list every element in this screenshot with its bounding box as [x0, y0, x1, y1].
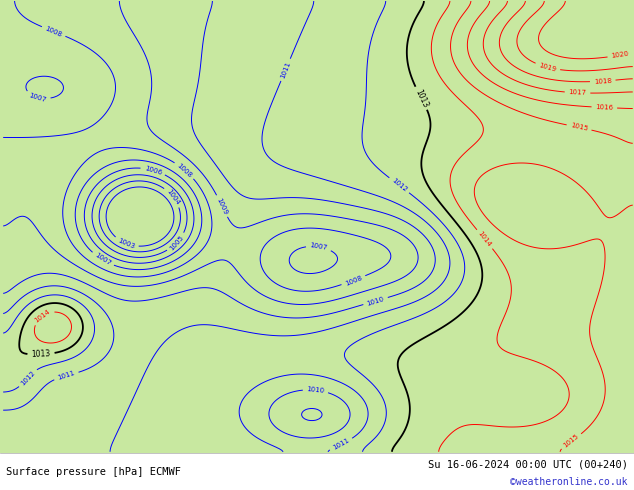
Text: 1004: 1004 — [165, 188, 181, 206]
Text: 1012: 1012 — [391, 177, 408, 193]
Text: 1008: 1008 — [176, 162, 193, 178]
Text: Surface pressure [hPa] ECMWF: Surface pressure [hPa] ECMWF — [6, 466, 181, 477]
Text: 1015: 1015 — [570, 122, 588, 132]
Text: 1011: 1011 — [332, 437, 351, 451]
Text: 1010: 1010 — [306, 386, 325, 394]
Text: 1005: 1005 — [169, 234, 185, 251]
Text: 1008: 1008 — [44, 25, 63, 38]
Text: 1014: 1014 — [477, 230, 493, 248]
Text: 1012: 1012 — [20, 369, 36, 387]
Text: 1006: 1006 — [143, 165, 162, 176]
Text: 1003: 1003 — [117, 237, 136, 250]
Text: 1007: 1007 — [29, 92, 48, 103]
Text: 1018: 1018 — [593, 77, 612, 85]
Text: 1009: 1009 — [216, 196, 229, 216]
Text: ©weatheronline.co.uk: ©weatheronline.co.uk — [510, 477, 628, 487]
Text: 1013: 1013 — [31, 349, 51, 359]
Text: 1011: 1011 — [280, 60, 292, 79]
Text: 1007: 1007 — [309, 243, 328, 251]
Text: 1010: 1010 — [366, 295, 385, 307]
Text: 1011: 1011 — [57, 370, 76, 381]
Text: 1019: 1019 — [538, 62, 557, 73]
Text: 1014: 1014 — [34, 308, 51, 323]
Text: 1020: 1020 — [611, 51, 630, 59]
Text: 1007: 1007 — [93, 252, 112, 267]
Text: Su 16-06-2024 00:00 UTC (00+240): Su 16-06-2024 00:00 UTC (00+240) — [428, 459, 628, 469]
Text: 1017: 1017 — [568, 89, 586, 96]
Text: 1008: 1008 — [344, 274, 363, 287]
Text: 1016: 1016 — [595, 104, 614, 111]
Text: 1013: 1013 — [413, 88, 429, 109]
Text: 1015: 1015 — [562, 433, 580, 449]
